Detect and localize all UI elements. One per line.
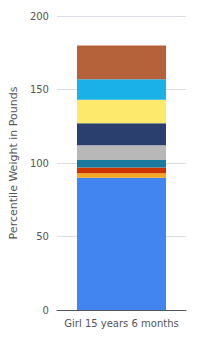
svg-text:Girl 15 years 6 months: Girl 15 years 6 months: [64, 318, 178, 329]
svg-text:150: 150: [30, 84, 49, 95]
svg-text:50: 50: [36, 231, 49, 242]
svg-text:0: 0: [43, 305, 49, 316]
svg-text:200: 200: [30, 11, 49, 22]
svg-text:Percentile Weight in Pounds: Percentile Weight in Pounds: [7, 86, 20, 239]
svg-text:100: 100: [30, 158, 49, 169]
